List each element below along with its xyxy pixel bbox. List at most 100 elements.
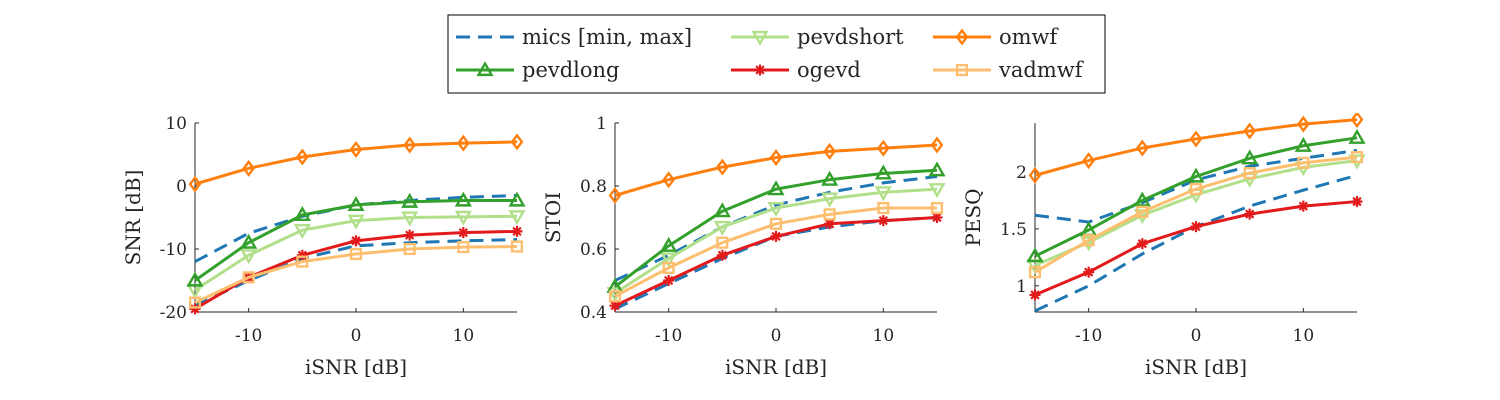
- data-point-ogevd-stroke: [878, 216, 888, 226]
- data-point-vadmwf: [608, 290, 622, 303]
- data-point-ogevd: [457, 227, 469, 239]
- data-point-omwf: [608, 186, 622, 204]
- y-axis-label: PESQ: [961, 188, 985, 246]
- data-point-pevdlong: [347, 195, 365, 211]
- data-point-vadmwf: [1136, 205, 1149, 218]
- data-point-pevdshort: [454, 210, 472, 226]
- legend-item-omwf: omwf: [933, 25, 1060, 49]
- legend-label-pevdshort: pevdshort: [797, 25, 904, 49]
- data-point-omwf: [1350, 113, 1364, 129]
- x-tick-label: -10: [1075, 326, 1102, 346]
- data-point-omwf: [403, 136, 417, 154]
- x-axis-label: iSNR [dB]: [1145, 355, 1247, 379]
- y-tick-label: 0.4: [580, 303, 607, 323]
- legend-marker-pevdlong: [476, 61, 494, 77]
- data-point-vadmwf: [1297, 156, 1310, 169]
- x-tick-label: 10: [1293, 326, 1315, 346]
- legend-label-pevdlong: pevdlong: [522, 58, 620, 82]
- data-point-pevdlong: [1348, 128, 1366, 144]
- data-point-vadmwf: [823, 208, 836, 221]
- data-point-pevdlong: [1133, 191, 1151, 207]
- x-tick-label: -10: [235, 326, 262, 346]
- data-point-pevdshort: [928, 183, 946, 199]
- data-point-ogevd: [1244, 208, 1256, 220]
- y-tick-label: 1: [596, 114, 607, 134]
- data-point-ogevd-stroke: [932, 212, 942, 223]
- data-point-ogevd: [511, 225, 523, 237]
- data-point-ogevd-stroke: [664, 275, 674, 286]
- data-point-pevdshort: [660, 252, 678, 268]
- series-line-ogevd: [1034, 200, 1358, 297]
- data-point-pevdshort: [767, 201, 785, 217]
- data-point-pevdlong: [660, 236, 678, 252]
- y-tick-label: 0.6: [580, 240, 607, 260]
- data-point-ogevd-stroke: [1245, 209, 1255, 219]
- data-point-pevdshort: [821, 192, 839, 208]
- legend-label-mics: mics [min, max]: [522, 25, 692, 49]
- data-point-pevdlong: [1241, 149, 1259, 165]
- data-point-pevdlong: [1026, 247, 1044, 263]
- data-point-vadmwf: [1028, 266, 1042, 279]
- x-tick-label: 0: [1191, 326, 1202, 346]
- data-point-omwf: [769, 149, 783, 167]
- data-point-ogevd: [350, 235, 362, 247]
- legend-label-vadmwf: vadmwf: [998, 58, 1085, 82]
- data-point-vadmwf: [510, 240, 524, 253]
- legend-item-pevdshort: pevdshort: [731, 25, 904, 49]
- series-line-vadmwf: [194, 244, 518, 304]
- data-point-vadmwf: [242, 271, 255, 284]
- data-point-pevdshort: [240, 249, 258, 265]
- data-point-omwf: [1189, 130, 1203, 148]
- series-line-omwf: [194, 140, 518, 186]
- data-point-ogevd: [770, 230, 782, 242]
- series-line-mics: [614, 175, 938, 282]
- data-point-ogevd-stroke: [717, 250, 727, 260]
- y-tick-label: 1: [1016, 277, 1027, 297]
- data-point-pevdshort: [401, 211, 419, 227]
- series-pevdshort: [606, 183, 946, 303]
- data-point-ogevd: [1297, 200, 1309, 212]
- data-point-ogevd-stroke: [1352, 196, 1362, 207]
- data-point-pevdlong: [186, 271, 204, 287]
- legend-marker-ogevd: [754, 64, 766, 76]
- series-line-pevdlong: [194, 198, 517, 282]
- data-point-ogevd: [1351, 196, 1363, 208]
- data-point-omwf: [242, 159, 256, 177]
- data-point-vadmwf: [716, 236, 729, 249]
- data-point-ogevd: [1029, 289, 1041, 301]
- legend-marker-vadmwf: [955, 63, 969, 77]
- series-omwf: [188, 133, 524, 193]
- data-point-ogevd-stroke: [1030, 290, 1040, 300]
- legend-item-vadmwf: vadmwf: [933, 58, 1085, 82]
- y-tick-label: -10: [160, 240, 187, 260]
- data-point-ogevd: [1083, 266, 1095, 278]
- legend-item-ogevd: ogevd: [731, 58, 861, 82]
- series-mics: [614, 175, 938, 282]
- plot-2: 0.4 0.6 0.8 1 -10 0 10 iSNR [dB] STOI: [541, 114, 946, 379]
- series-vadmwf: [188, 240, 524, 309]
- data-point-omwf: [1028, 166, 1042, 184]
- data-point-pevdlong: [821, 170, 839, 186]
- data-point-ogevd-stroke: [1298, 201, 1308, 211]
- data-point-vadmwf: [1243, 167, 1256, 180]
- x-tick-label: 10: [453, 326, 475, 346]
- y-tick-label: 0: [176, 177, 187, 197]
- y-tick-label: 2: [1016, 163, 1027, 183]
- plot-3: 1 1.5 2 -10 0 10 iSNR [dB] PESQ: [961, 113, 1366, 379]
- data-point-pevdshort: [347, 214, 365, 230]
- data-point-pevdlong: [928, 161, 946, 177]
- data-point-pevdshort: [508, 210, 526, 226]
- series-line-pevdlong: [614, 168, 938, 288]
- data-point-ogevd-stroke: [1137, 239, 1147, 249]
- data-point-omwf: [295, 148, 309, 166]
- data-point-omwf: [715, 158, 729, 176]
- y-tick-label: -20: [160, 303, 187, 323]
- x-tick-label: 0: [351, 326, 362, 346]
- data-point-pevdlong: [1294, 136, 1312, 152]
- series-line-omwf: [614, 143, 938, 197]
- y-tick-label: 0.8: [580, 177, 607, 197]
- data-point-omwf: [349, 140, 363, 158]
- data-point-vadmwf: [769, 217, 783, 230]
- data-point-vadmwf: [930, 201, 944, 215]
